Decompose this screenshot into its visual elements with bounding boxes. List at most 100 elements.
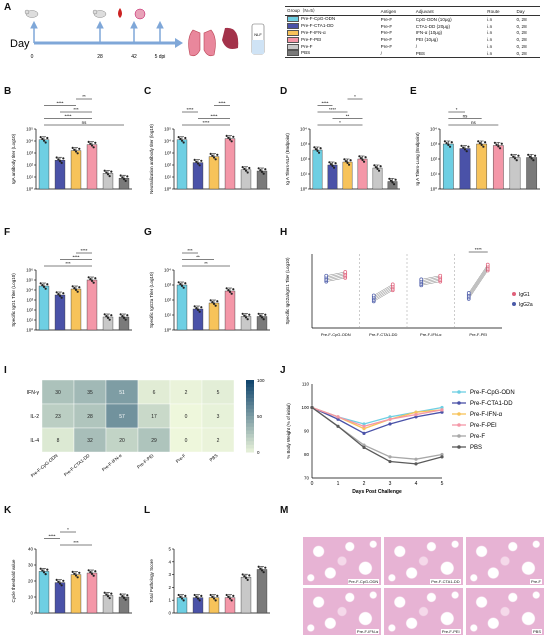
pair-line xyxy=(326,276,346,281)
panel-label-m: M xyxy=(280,505,289,516)
significance-label: **** xyxy=(329,107,336,112)
data-point xyxy=(105,171,108,174)
significance-label: **** xyxy=(218,101,225,106)
significance-label: * xyxy=(67,527,69,532)
series-point xyxy=(362,443,366,447)
y-tick-label: 10⁰ xyxy=(26,328,33,333)
pair-line xyxy=(421,278,441,283)
panel-label-e: E xyxy=(410,86,417,97)
immunize-arrow-1 xyxy=(96,20,104,29)
y-tick-label: 3 xyxy=(168,572,171,577)
bar-Pre-F-IFN-α xyxy=(208,156,220,190)
data-point xyxy=(347,163,351,166)
bar-Pre-F-IFN-α xyxy=(70,150,82,190)
data-point xyxy=(260,316,264,319)
colorbar-segment xyxy=(246,398,254,403)
histology-image: Pre-F-CpG-ODN xyxy=(303,537,382,585)
heatmap-value: 20 xyxy=(119,438,125,444)
data-point xyxy=(214,158,217,161)
y-tick-label: 1 xyxy=(168,598,171,603)
y-tick-label: 10² xyxy=(300,157,307,162)
legend-swatch-igg2a xyxy=(512,302,516,306)
data-point xyxy=(106,316,110,319)
significance-label: ns xyxy=(471,120,477,125)
y-tick-label: 90 xyxy=(304,429,310,434)
chart-panel-e: 10⁰ 10¹ 10² 10³ 10⁴ Ig A Titers-Lung (Endpoin… xyxy=(415,107,540,192)
y-axis-label: Ig A Titers-Lung (Endpoint) xyxy=(415,132,420,186)
y-tick-label: 10⁰ xyxy=(430,187,437,192)
legend-label-igg1: IgG1 xyxy=(519,292,530,298)
panel-label-a: A xyxy=(4,2,12,13)
bar-Pre-F-PEI xyxy=(86,279,98,331)
bar-Pre-F-CTA1-DD xyxy=(192,597,204,614)
heatmap-cell xyxy=(201,427,235,453)
data-point xyxy=(314,148,318,151)
pair-line xyxy=(373,287,393,299)
histology-image: Pre-F-IFN-α xyxy=(303,587,382,635)
heatmap-value: 35 xyxy=(87,390,93,396)
data-point xyxy=(46,283,49,286)
data-point xyxy=(447,143,450,146)
bar-Pre-F-CpG-ODN xyxy=(176,284,188,331)
data-point xyxy=(76,290,79,293)
data-point xyxy=(198,599,201,602)
chart-panel-d: 10⁰ 10¹ 10² 10³ 10⁴ Ig A Titers-NLF (Endpoint… xyxy=(285,95,400,192)
data-point xyxy=(119,174,122,177)
data-point xyxy=(106,595,110,598)
data-point xyxy=(124,598,127,601)
colorbar-segment xyxy=(246,390,254,395)
panel-label-h: H xyxy=(280,227,288,238)
data-point xyxy=(259,314,262,317)
data-point xyxy=(244,169,248,172)
table-row: Pre-F-PEI Pre-F PEI (10μg) i.n 0, 28 xyxy=(285,36,540,43)
y-tick-label: 10⁰ xyxy=(164,328,171,333)
y-tick-label: 10⁴ xyxy=(164,268,171,273)
data-point xyxy=(177,136,180,139)
data-point xyxy=(214,304,217,307)
table-header: Antigen xyxy=(378,6,414,16)
x-axis-label: Days Post Challenge xyxy=(352,489,402,495)
y-tick-label: 10⁰ xyxy=(164,187,171,192)
data-point xyxy=(241,312,244,315)
colorbar-label: 50 xyxy=(257,414,263,419)
data-point xyxy=(209,299,212,302)
colorbar-segment xyxy=(246,448,254,453)
colorbar-segment xyxy=(246,405,254,410)
data-point xyxy=(246,578,249,581)
colorbar-segment xyxy=(246,423,254,428)
series-point xyxy=(362,445,366,450)
bar-Pre-F xyxy=(509,157,521,190)
y-tick-label: 10⁰ xyxy=(26,187,33,192)
histology-caption: PBS xyxy=(531,629,542,634)
colorbar-segment xyxy=(246,434,254,439)
series-point xyxy=(336,417,340,421)
data-point xyxy=(46,136,49,140)
data-point xyxy=(41,569,44,572)
heatmap-cell xyxy=(169,379,203,405)
series-point xyxy=(310,405,314,410)
data-point xyxy=(62,157,65,160)
y-tick-label: 10¹ xyxy=(164,175,171,180)
y-tick-label: 10⁴ xyxy=(430,127,437,132)
series-point xyxy=(388,417,392,421)
y-tick-label: 10¹ xyxy=(430,172,437,177)
heatmap-value: 30 xyxy=(55,390,61,396)
data-point xyxy=(184,594,187,597)
data-point xyxy=(177,593,180,597)
table-row: Pre-F-CTA1-DD Pre-F CTA1-DD (20μg) i.n 0, 28 xyxy=(285,23,540,30)
y-tick-label: 10⁴ xyxy=(164,139,171,144)
data-point xyxy=(498,147,502,150)
significance-label: **** xyxy=(80,248,87,253)
data-point xyxy=(374,166,378,169)
data-point xyxy=(119,593,122,596)
bar-Pre-F xyxy=(102,173,114,190)
panel-label-d: D xyxy=(280,86,288,97)
data-point xyxy=(260,569,264,572)
data-point xyxy=(55,156,58,159)
data-point xyxy=(209,593,212,597)
data-point xyxy=(362,160,366,163)
series-point xyxy=(414,457,418,461)
data-point xyxy=(103,591,106,594)
timeline-tick-2: 42 xyxy=(131,54,137,60)
y-tick-label: 10² xyxy=(26,163,33,168)
